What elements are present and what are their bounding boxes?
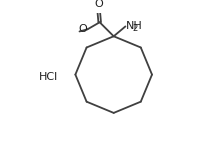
Text: HCl: HCl <box>39 72 58 82</box>
Text: O: O <box>78 24 87 34</box>
Text: 2: 2 <box>133 24 138 33</box>
Text: O: O <box>94 0 103 9</box>
Text: NH: NH <box>126 21 143 31</box>
